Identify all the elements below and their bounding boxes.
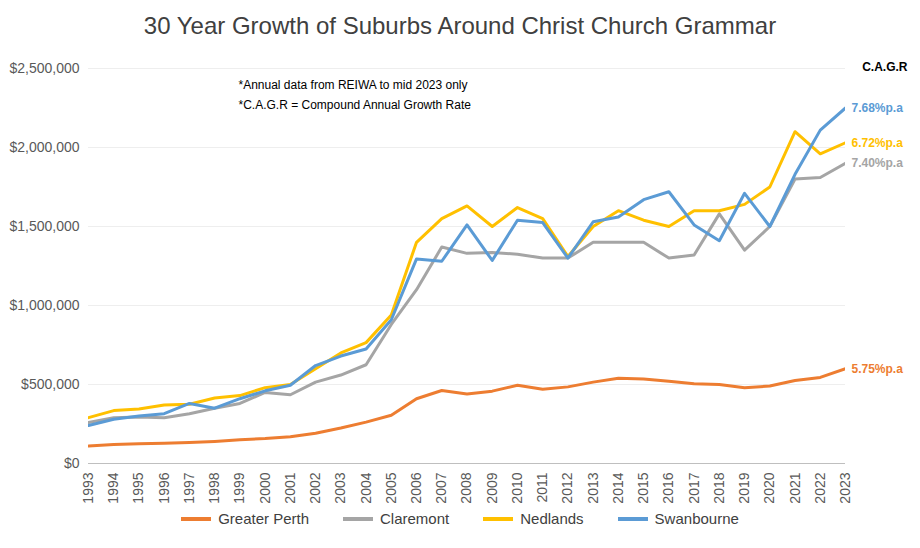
svg-text:2010: 2010 [509, 472, 525, 503]
svg-text:2004: 2004 [358, 472, 374, 503]
svg-text:2003: 2003 [332, 472, 348, 503]
svg-text:2014: 2014 [610, 472, 626, 503]
svg-text:1993: 1993 [80, 472, 96, 503]
svg-text:1997: 1997 [181, 472, 197, 503]
svg-text:2016: 2016 [660, 472, 676, 503]
svg-text:2009: 2009 [484, 472, 500, 503]
html-text:Greater Perth: Greater Perth [218, 510, 309, 527]
svg-text:2012: 2012 [559, 472, 575, 503]
svg-text:2015: 2015 [635, 472, 651, 503]
svg-text:2002: 2002 [307, 472, 323, 503]
svg-text:$1,000,000: $1,000,000 [9, 297, 79, 313]
html-text:30 Year Growth of Suburbs Arou: 30 Year Growth of Suburbs Around Christ … [143, 12, 777, 39]
svg-text:1999: 1999 [231, 472, 247, 503]
svg-text:7.68%p.a: 7.68%p.a [852, 101, 904, 115]
svg-text:1994: 1994 [105, 472, 121, 503]
svg-text:1995: 1995 [130, 472, 146, 503]
svg-text:2018: 2018 [711, 472, 727, 503]
svg-text:$2,000,000: $2,000,000 [9, 139, 79, 155]
svg-text:$2,500,000: $2,500,000 [9, 60, 79, 76]
html-text:Claremont: Claremont [380, 510, 450, 527]
svg-text:$500,000: $500,000 [21, 376, 80, 392]
svg-text:2022: 2022 [812, 472, 828, 503]
svg-text:2000: 2000 [257, 472, 273, 503]
svg-text:C.A.G.R: C.A.G.R [862, 60, 908, 74]
svg-text:1998: 1998 [206, 472, 222, 503]
svg-text:$0: $0 [64, 455, 80, 471]
svg-text:2019: 2019 [736, 472, 752, 503]
svg-text:*Annual data from REIWA to mid: *Annual data from REIWA to mid 2023 only [239, 78, 468, 92]
svg-text:2023: 2023 [837, 472, 853, 503]
svg-text:7.40%p.a: 7.40%p.a [852, 156, 904, 170]
svg-text:2001: 2001 [282, 472, 298, 503]
svg-text:2021: 2021 [787, 472, 803, 503]
svg-text:$1,500,000: $1,500,000 [9, 218, 79, 234]
svg-text:2020: 2020 [761, 472, 777, 503]
svg-text:2007: 2007 [433, 472, 449, 503]
html-text:Swanbourne: Swanbourne [654, 510, 739, 527]
html-text:Nedlands: Nedlands [520, 510, 584, 527]
svg-text:6.72%p.a: 6.72%p.a [852, 136, 904, 150]
svg-text:2008: 2008 [458, 472, 474, 503]
svg-text:5.75%p.a: 5.75%p.a [852, 362, 904, 376]
svg-text:1996: 1996 [156, 472, 172, 503]
svg-text:2005: 2005 [383, 472, 399, 503]
svg-text:2006: 2006 [408, 472, 424, 503]
svg-text:2011: 2011 [534, 472, 550, 502]
svg-text:2017: 2017 [686, 472, 702, 503]
svg-text:2013: 2013 [585, 472, 601, 503]
svg-text:*C.A.G.R = Compound Annual Gro: *C.A.G.R = Compound Annual Growth Rate [239, 98, 472, 112]
